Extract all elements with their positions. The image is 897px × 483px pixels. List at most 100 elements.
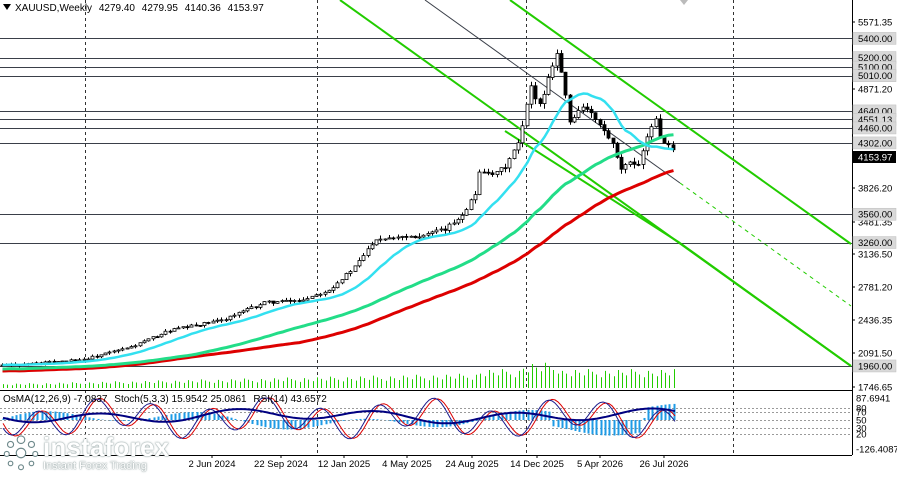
candle-body [555, 53, 560, 67]
candle-body [391, 237, 396, 240]
candle-body [155, 336, 160, 339]
candle-body [82, 358, 87, 361]
candle-body [563, 71, 568, 96]
current-price-box [853, 151, 896, 163]
candle-body [95, 355, 100, 358]
candle-body [90, 355, 95, 360]
level-label: 4460.00 [858, 123, 892, 134]
ma-slow-line [2, 169, 674, 373]
candle-body [649, 126, 654, 138]
candle-body [598, 119, 603, 126]
candle-body [310, 295, 315, 299]
instaforex-mark-icon [3, 435, 39, 471]
high-value: 4279.95 [141, 3, 178, 14]
candle-body [525, 103, 530, 127]
level-label-box [852, 236, 897, 249]
candle-body [447, 223, 452, 231]
current-price-label: 4153.97 [858, 153, 892, 164]
price-axis-tick-label: 4871.20 [858, 85, 892, 96]
candle-body [288, 299, 293, 302]
candle-body [636, 163, 641, 166]
level-label: 4302.00 [858, 138, 892, 149]
candle-body [241, 310, 246, 313]
indicator-axis-label: 30 [856, 424, 867, 435]
candle-body [654, 118, 659, 128]
candle-body [546, 77, 551, 95]
candle-body [533, 85, 538, 100]
candle-body [176, 327, 181, 330]
candle-body [129, 346, 134, 349]
candle-body [357, 260, 362, 267]
candle-body [133, 345, 138, 348]
candle-body [550, 65, 555, 78]
candle-body [138, 342, 143, 347]
candle-body [507, 158, 512, 169]
candle-body [469, 199, 474, 210]
channel-line [509, 0, 852, 245]
rsi-line [2, 407, 676, 425]
candle-body [194, 324, 199, 327]
candle-body [116, 349, 121, 352]
indicator-axis-label: 87.6941 [856, 394, 890, 405]
candle-body [426, 233, 431, 236]
level-label-box [852, 32, 897, 45]
time-axis-label: 14 Dec 2025 [510, 459, 564, 470]
trend-guide-dashed [679, 182, 852, 307]
candle-body [413, 235, 418, 239]
candle-body [671, 144, 676, 151]
candle-body [99, 354, 104, 358]
candle-body [262, 301, 267, 306]
candle-body [460, 214, 465, 220]
time-axis-label: 4 May 2025 [382, 459, 432, 470]
candle-body [370, 244, 375, 250]
candle-body [103, 352, 108, 356]
candle-body [323, 291, 328, 295]
ma-fast-line [2, 92, 674, 367]
symbol-dropdown-icon[interactable] [3, 4, 11, 10]
level-label: 3260.00 [858, 238, 892, 249]
time-axis-label: 22 Sep 2024 [254, 459, 308, 470]
candle-body [495, 171, 500, 175]
candle-body [486, 171, 491, 174]
candle-body [301, 299, 306, 302]
candle-body [258, 304, 263, 308]
candle-body [662, 136, 667, 144]
candle-body [602, 124, 607, 132]
candle-body [615, 142, 620, 158]
price-axis-tick-label: 3481.35 [858, 218, 892, 229]
osma-label: OsMA(12,26,9) -7.0837 [3, 394, 108, 405]
stoch-main-line [2, 397, 676, 440]
low-value: 4140.36 [184, 3, 221, 14]
candle-body [163, 330, 168, 335]
candle-body [331, 287, 336, 291]
candle-body [340, 279, 345, 284]
candle-body [464, 209, 469, 216]
candle-body [146, 338, 151, 342]
indicator-axis-label: 70 [856, 408, 867, 419]
price-axis-tick-label: 2436.35 [858, 316, 892, 327]
time-axis-label: 5 Apr 2026 [577, 459, 623, 470]
level-label: 5200.00 [858, 53, 892, 64]
candle-body [409, 235, 414, 238]
scroll-marker-icon [680, 0, 688, 5]
candle-body [568, 94, 573, 123]
candle-body [292, 300, 297, 302]
candle-body [280, 300, 285, 303]
candle-body [232, 314, 237, 317]
candle-body [572, 117, 577, 123]
candle-body [142, 340, 147, 344]
price-axis-tick-label: 2091.50 [858, 349, 892, 360]
candle-body [47, 360, 52, 363]
candle-body [151, 336, 156, 340]
candle-body [314, 294, 319, 297]
price-axis-tick-label: 2781.20 [858, 283, 892, 294]
logo-tagline-text: Instant Forex Trading [43, 460, 147, 472]
candle-body [73, 359, 78, 362]
candle-body [658, 118, 663, 138]
indicator-axis-label: 20 [856, 430, 867, 441]
candle-body [477, 171, 482, 196]
level-label-box [852, 121, 897, 135]
candle-body [366, 248, 371, 256]
